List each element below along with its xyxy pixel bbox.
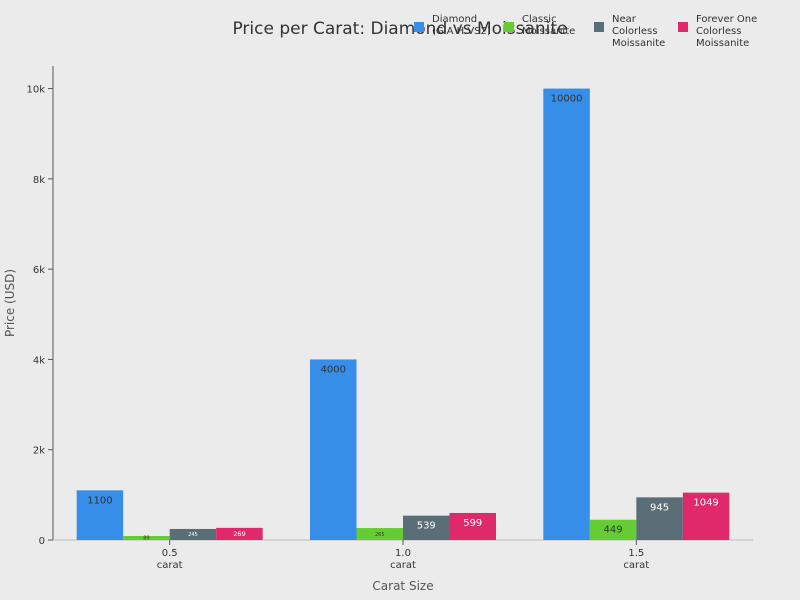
bar	[589, 519, 637, 540]
y-axis-title: Price (USD)	[3, 269, 17, 337]
legend-label: Classic Moissanite	[522, 14, 576, 37]
legend-item[interactable]: Forever One Colorless Moissanite	[678, 14, 768, 50]
legend-label: Diamond (GIA H VS2)	[432, 14, 491, 37]
bar	[543, 88, 590, 541]
bar	[123, 535, 170, 540]
legend-swatch	[414, 22, 424, 32]
bar-value-label: 10000	[551, 94, 583, 105]
bar-value-label: 599	[463, 518, 482, 529]
x-tick-label: 0.5	[162, 548, 178, 559]
bar	[169, 528, 217, 540]
legend-label: Near Colorless Moissanite	[612, 14, 666, 49]
legend-label: Forever One Colorless Moissanite	[696, 14, 758, 49]
y-axis: 0 2k 4k 6k 8k 10k	[26, 66, 54, 547]
bar-value-label: 4000	[321, 364, 346, 375]
legend-item[interactable]: Near Colorless Moissanite	[594, 14, 670, 50]
y-tick-label: 0	[39, 536, 45, 547]
legend-swatch	[504, 22, 514, 32]
bar-value-label: 1100	[87, 495, 112, 506]
bar-value-label: 945	[650, 502, 669, 513]
bar-value-label: 539	[417, 521, 436, 532]
y-tick-label: 6k	[33, 265, 45, 276]
bar-value-label: 1049	[693, 498, 718, 509]
bar	[216, 527, 263, 540]
bar-value-label: 269	[233, 530, 245, 538]
bar	[403, 515, 450, 540]
y-tick-label: 8k	[33, 175, 45, 186]
bar	[310, 359, 357, 540]
chart-title: Price per Carat: Diamond vs Moissanite	[232, 19, 567, 39]
legend-item[interactable]: Diamond (GIA H VS2)	[414, 14, 496, 50]
bar-value-label: 245	[188, 532, 198, 538]
x-axis-title: Carat Size	[372, 579, 433, 593]
bars: 1100 89 245 269 4000 265 539 599 10000 449 945 1049	[76, 88, 730, 542]
bar-value-label: 89	[143, 536, 149, 542]
x-tick-label: carat	[157, 560, 183, 571]
bar-value-label: 265	[375, 532, 385, 538]
y-tick-label: 4k	[33, 355, 45, 366]
bar-value-label: 449	[604, 525, 623, 536]
bar	[636, 497, 683, 540]
x-tick-label: 1.5	[628, 548, 644, 559]
x-tick-label: carat	[390, 560, 416, 571]
bar	[356, 528, 403, 540]
bar	[76, 490, 124, 540]
x-tick-label: 1.0	[395, 548, 411, 559]
legend-item[interactable]: Classic Moissanite	[504, 14, 586, 50]
y-tick-label: 2k	[33, 446, 45, 457]
legend-swatch	[678, 22, 688, 32]
bar	[449, 512, 496, 540]
bar	[682, 492, 730, 540]
legend-swatch	[594, 22, 604, 32]
y-tick-label: 10k	[26, 85, 45, 96]
x-tick-label: carat	[623, 560, 649, 571]
legend: Diamond (GIA H VS2) Classic Moissanite Nea…	[414, 14, 776, 50]
